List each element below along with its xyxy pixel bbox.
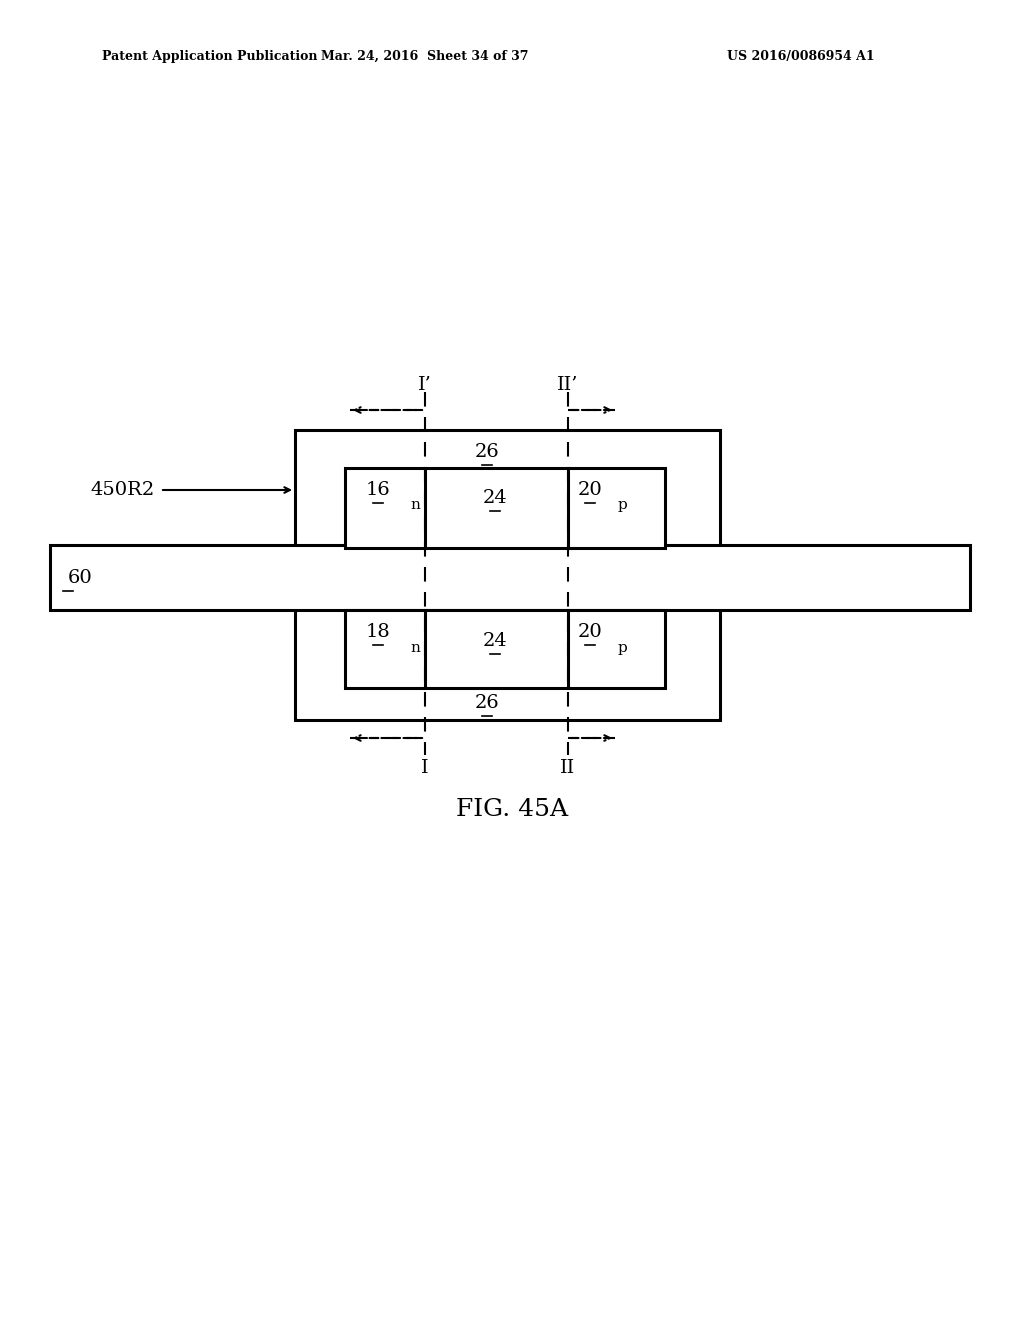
Text: Mar. 24, 2016  Sheet 34 of 37: Mar. 24, 2016 Sheet 34 of 37 — [322, 50, 528, 63]
Text: 16: 16 — [366, 480, 390, 499]
Text: US 2016/0086954 A1: US 2016/0086954 A1 — [727, 50, 874, 63]
Text: 24: 24 — [482, 488, 507, 507]
Bar — [345, 469, 665, 548]
Text: II’: II’ — [557, 376, 579, 393]
Text: Patent Application Publication: Patent Application Publication — [102, 50, 317, 63]
Bar — [50, 545, 970, 610]
Text: 26: 26 — [475, 444, 500, 461]
Bar — [295, 430, 720, 576]
Bar — [345, 610, 665, 688]
Bar — [295, 576, 720, 719]
Text: 450R2: 450R2 — [91, 480, 155, 499]
Text: p: p — [617, 498, 627, 512]
Text: FIG. 45A: FIG. 45A — [456, 799, 568, 821]
Text: I: I — [421, 759, 429, 777]
Text: 60: 60 — [68, 569, 93, 587]
Text: 18: 18 — [366, 623, 390, 642]
Text: 24: 24 — [482, 632, 507, 649]
Text: I’: I’ — [418, 376, 432, 393]
Text: 20: 20 — [578, 480, 602, 499]
Text: II: II — [560, 759, 575, 777]
Text: n: n — [410, 642, 420, 655]
Text: 20: 20 — [578, 623, 602, 642]
Text: 26: 26 — [475, 694, 500, 711]
Text: n: n — [410, 498, 420, 512]
Text: p: p — [617, 642, 627, 655]
